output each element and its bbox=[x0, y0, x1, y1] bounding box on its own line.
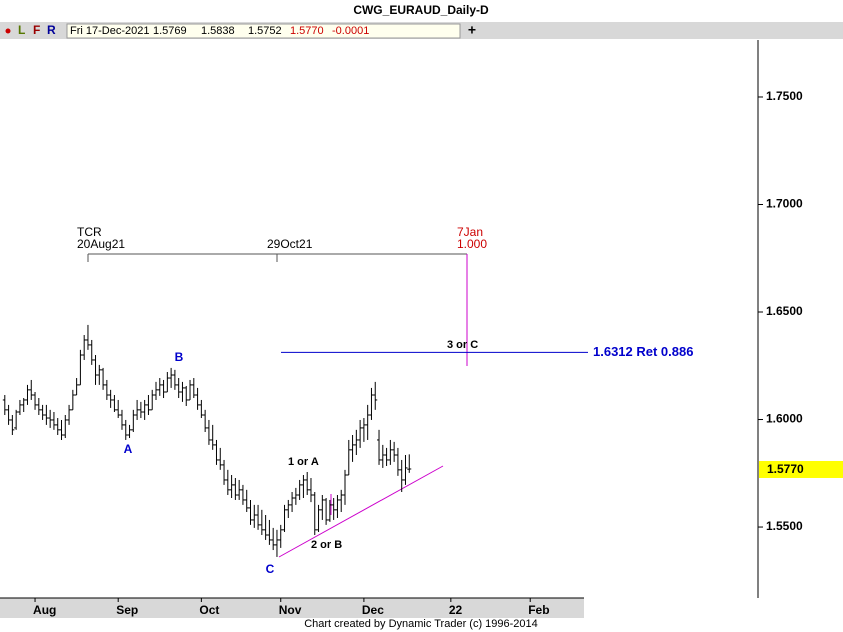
wave-label: A bbox=[124, 442, 133, 456]
dot-icon[interactable] bbox=[5, 28, 11, 34]
quote-change: -0.0001 bbox=[332, 25, 369, 37]
wave-label: 2 or B bbox=[311, 539, 342, 551]
last-price-label: 1.5770 bbox=[767, 462, 804, 476]
quote-low: 1.5752 bbox=[248, 25, 282, 37]
last-price-box bbox=[759, 460, 843, 478]
quote-date: Fri 17-Dec-2021 bbox=[70, 25, 149, 37]
trend-line bbox=[278, 465, 444, 558]
y-tick-label: 1.6000 bbox=[766, 412, 803, 426]
mid-date: 29Oct21 bbox=[267, 237, 313, 251]
tcr-label: TCR bbox=[77, 225, 102, 239]
icon-r[interactable]: R bbox=[47, 23, 56, 37]
chart-title: CWG_EURAUD_Daily-D bbox=[353, 3, 489, 17]
y-tick-label: 1.7500 bbox=[766, 89, 803, 103]
x-tick-label: Sep bbox=[116, 603, 138, 617]
icon-f[interactable]: F bbox=[33, 23, 40, 37]
start-date: 20Aug21 bbox=[77, 237, 125, 251]
y-tick-label: 1.7000 bbox=[766, 197, 803, 211]
x-tick-label: 22 bbox=[449, 603, 463, 617]
time-axis bbox=[0, 598, 584, 618]
quote-close: 1.5770 bbox=[290, 25, 324, 37]
x-tick-label: Oct bbox=[199, 603, 219, 617]
quote-open: 1.5769 bbox=[153, 25, 187, 37]
quote-box bbox=[66, 23, 461, 39]
x-tick-label: Feb bbox=[528, 603, 549, 617]
target-ratio: 1.000 bbox=[457, 237, 487, 251]
x-tick-label: Nov bbox=[279, 603, 302, 617]
icon-l[interactable]: L bbox=[18, 23, 25, 37]
quote-high: 1.5838 bbox=[201, 25, 235, 37]
retracement-label: 1.6312 Ret 0.886 bbox=[593, 344, 693, 359]
target-date: 7Jan bbox=[457, 225, 483, 239]
x-tick-label: Dec bbox=[362, 603, 384, 617]
wave-label: 1 or A bbox=[288, 456, 319, 468]
wave-label: C bbox=[266, 562, 275, 576]
x-tick-label: Aug bbox=[33, 603, 56, 617]
footer: Chart created by Dynamic Trader (c) 1996… bbox=[304, 618, 538, 630]
wave-label: B bbox=[175, 350, 184, 364]
target-label: 3 or C bbox=[447, 339, 478, 351]
y-tick-label: 1.5500 bbox=[766, 519, 803, 533]
add-button[interactable]: + bbox=[468, 22, 476, 38]
y-tick-label: 1.6500 bbox=[766, 304, 803, 318]
